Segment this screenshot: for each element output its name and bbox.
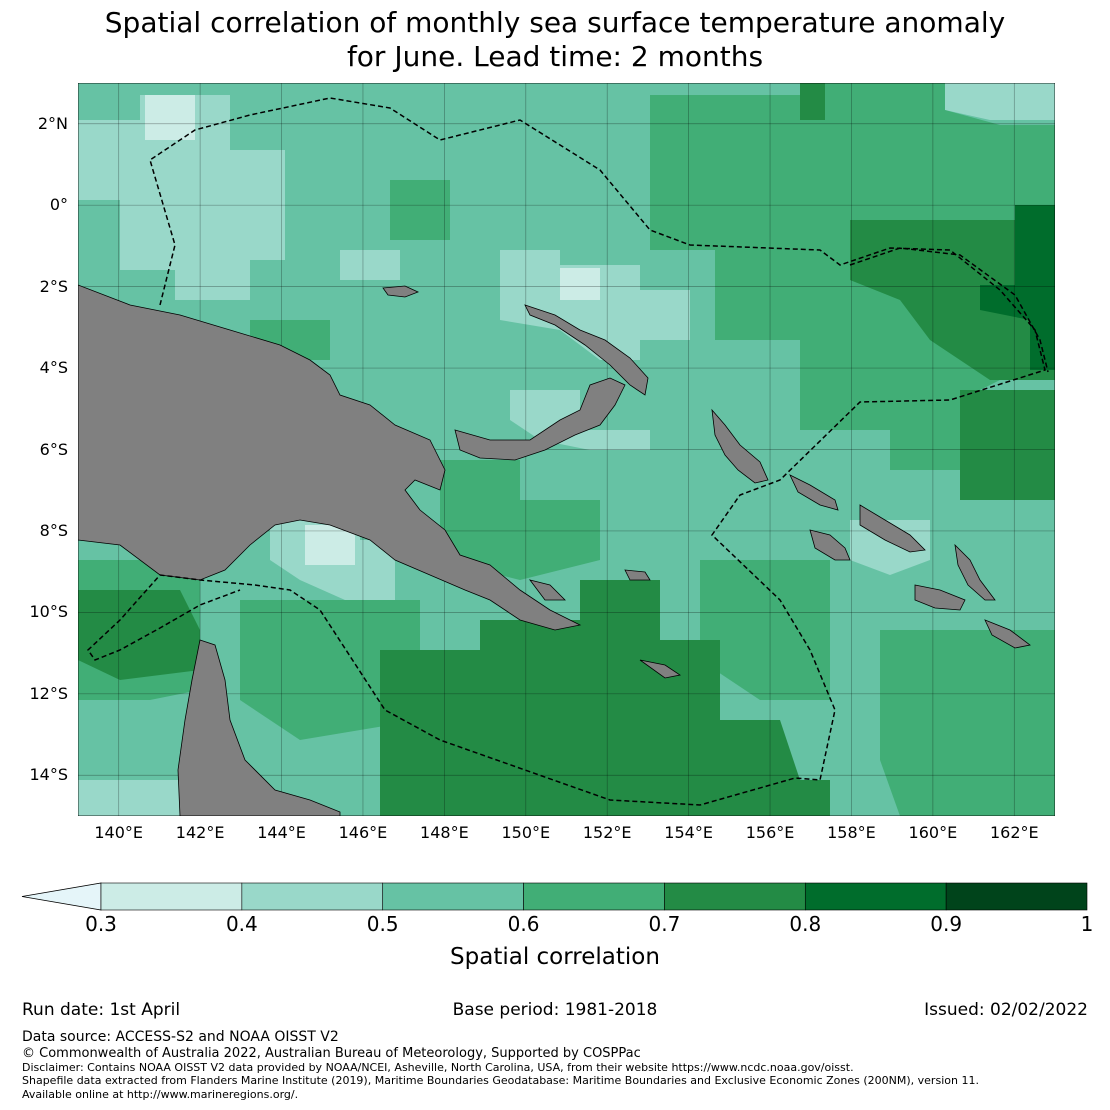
correlation-patch	[145, 95, 195, 140]
correlation-patch	[800, 83, 825, 120]
latitude-tick-label: 14°S	[29, 765, 68, 785]
colorbar-tick-label: 0.3	[85, 912, 117, 936]
latitude-tick-label: 6°S	[39, 439, 68, 459]
choiseul-island	[789, 474, 839, 511]
woodlark-island	[624, 569, 651, 581]
correlation-patch	[380, 580, 830, 816]
correlation-map	[78, 83, 1055, 816]
colorbar-segment	[382, 882, 524, 911]
new-britain-island	[454, 377, 626, 461]
map-title-line-2: for June. Lead time: 2 months	[346, 40, 764, 73]
colorbar-segment	[241, 882, 384, 911]
correlation-patch	[880, 630, 1055, 816]
issued-date: Issued: 02/02/2022	[924, 1000, 1088, 1020]
colorbar-tick-label: 0.9	[930, 912, 963, 936]
correlation-patch	[945, 83, 1055, 120]
correlation-patch	[960, 390, 1055, 500]
colorbar-segment	[523, 882, 665, 911]
colorbar-tick-label: 0.4	[225, 912, 258, 936]
colorbar-tick-label: 0.5	[366, 912, 399, 936]
new-guinea-landmass	[78, 284, 582, 631]
disclaimer-line-1: Disclaimer: Contains NOAA OISST V2 data …	[22, 1061, 854, 1074]
colorbar-segment	[100, 882, 243, 911]
disclaimer-line-2: Shapefile data extracted from Flanders M…	[22, 1074, 979, 1087]
correlation-patch	[560, 268, 600, 300]
longitude-tick-label: 154°E	[664, 823, 713, 842]
colorbar-label: Spatial correlation	[450, 944, 660, 970]
correlation-field	[78, 83, 1055, 816]
correlation-patch	[700, 560, 830, 700]
latitude-tick-label: 2°N	[37, 113, 68, 133]
colorbar	[21, 882, 1088, 911]
malaita-island	[954, 543, 996, 601]
latitude-tick-label: 12°S	[29, 683, 68, 703]
longitude-tick-label: 142°E	[175, 823, 225, 842]
png-eez-boundary	[87, 97, 1046, 806]
longitude-tick-label: 148°E	[420, 823, 469, 842]
base-period: Base period: 1981-2018	[452, 1000, 658, 1020]
disclaimer-line-3: Available online at http://www.marinereg…	[22, 1088, 299, 1101]
colorbar-segment	[664, 882, 806, 911]
colorbar-tick-label: 0.7	[648, 912, 681, 936]
copyright-notice: © Commonwealth of Australia 2022, Austra…	[22, 1046, 641, 1061]
correlation-patch	[440, 460, 600, 580]
eez-boundaries	[87, 97, 1049, 806]
colorbar-tick-label: 0.6	[507, 912, 540, 936]
latitude-tick-label: 4°S	[39, 358, 68, 378]
correlation-patch	[980, 205, 1055, 370]
longitude-tick-label: 144°E	[257, 823, 306, 842]
longitude-tick-label: 152°E	[582, 823, 632, 842]
correlation-patch	[850, 220, 1055, 380]
longitude-tick-label: 146°E	[338, 823, 388, 842]
longitude-tick-label: 150°E	[501, 823, 551, 842]
map-title-line-1: Spatial correlation of monthly sea surfa…	[104, 6, 1006, 39]
run-date: Run date: 1st April	[22, 1000, 181, 1020]
correlation-patch	[850, 520, 930, 575]
new-georgia-island	[809, 529, 851, 561]
new-ireland-island	[524, 304, 649, 396]
latitude-tick-label: 0°	[49, 195, 68, 215]
manus-island	[382, 285, 420, 298]
longitude-tick-label: 140°E	[94, 823, 144, 842]
latitude-tick-label: 2°S	[39, 276, 68, 296]
makira-island	[984, 619, 1031, 649]
latitude-tick-label: 10°S	[29, 602, 68, 622]
correlation-patch	[78, 590, 200, 680]
santa-isabel-island	[859, 504, 926, 553]
longitude-tick-label: 156°E	[745, 823, 795, 842]
colorbar-tick-label: 1	[1080, 912, 1094, 936]
colorbar-under-extension	[21, 882, 102, 911]
cape-york-landmass	[177, 639, 341, 816]
dentrecasteaux-island	[529, 579, 566, 601]
correlation-patch	[78, 780, 180, 816]
latitude-tick-label: 8°S	[39, 520, 68, 540]
correlation-patch	[240, 600, 420, 740]
correlation-patch	[500, 250, 690, 360]
data-source: Data source: ACCESS-S2 and NOAA OISST V2	[22, 1029, 339, 1045]
longitude-tick-label: 162°E	[989, 823, 1039, 842]
longitude-tick-label: 160°E	[908, 823, 958, 842]
bougainville-island	[711, 408, 769, 484]
correlation-patch	[340, 250, 400, 280]
solomon-eez-boundary	[849, 247, 1049, 373]
colorbar-tick-label: 0.8	[789, 912, 822, 936]
correlation-patch	[78, 95, 285, 300]
louisiade-island	[639, 659, 682, 679]
longitude-tick-label: 158°E	[827, 823, 876, 842]
correlation-patch	[305, 525, 355, 565]
land-masses	[78, 284, 1031, 816]
colorbar-segment	[804, 882, 947, 911]
correlation-patch	[390, 180, 450, 240]
colorbar-segment	[945, 882, 1088, 911]
guadalcanal-island	[914, 584, 966, 611]
